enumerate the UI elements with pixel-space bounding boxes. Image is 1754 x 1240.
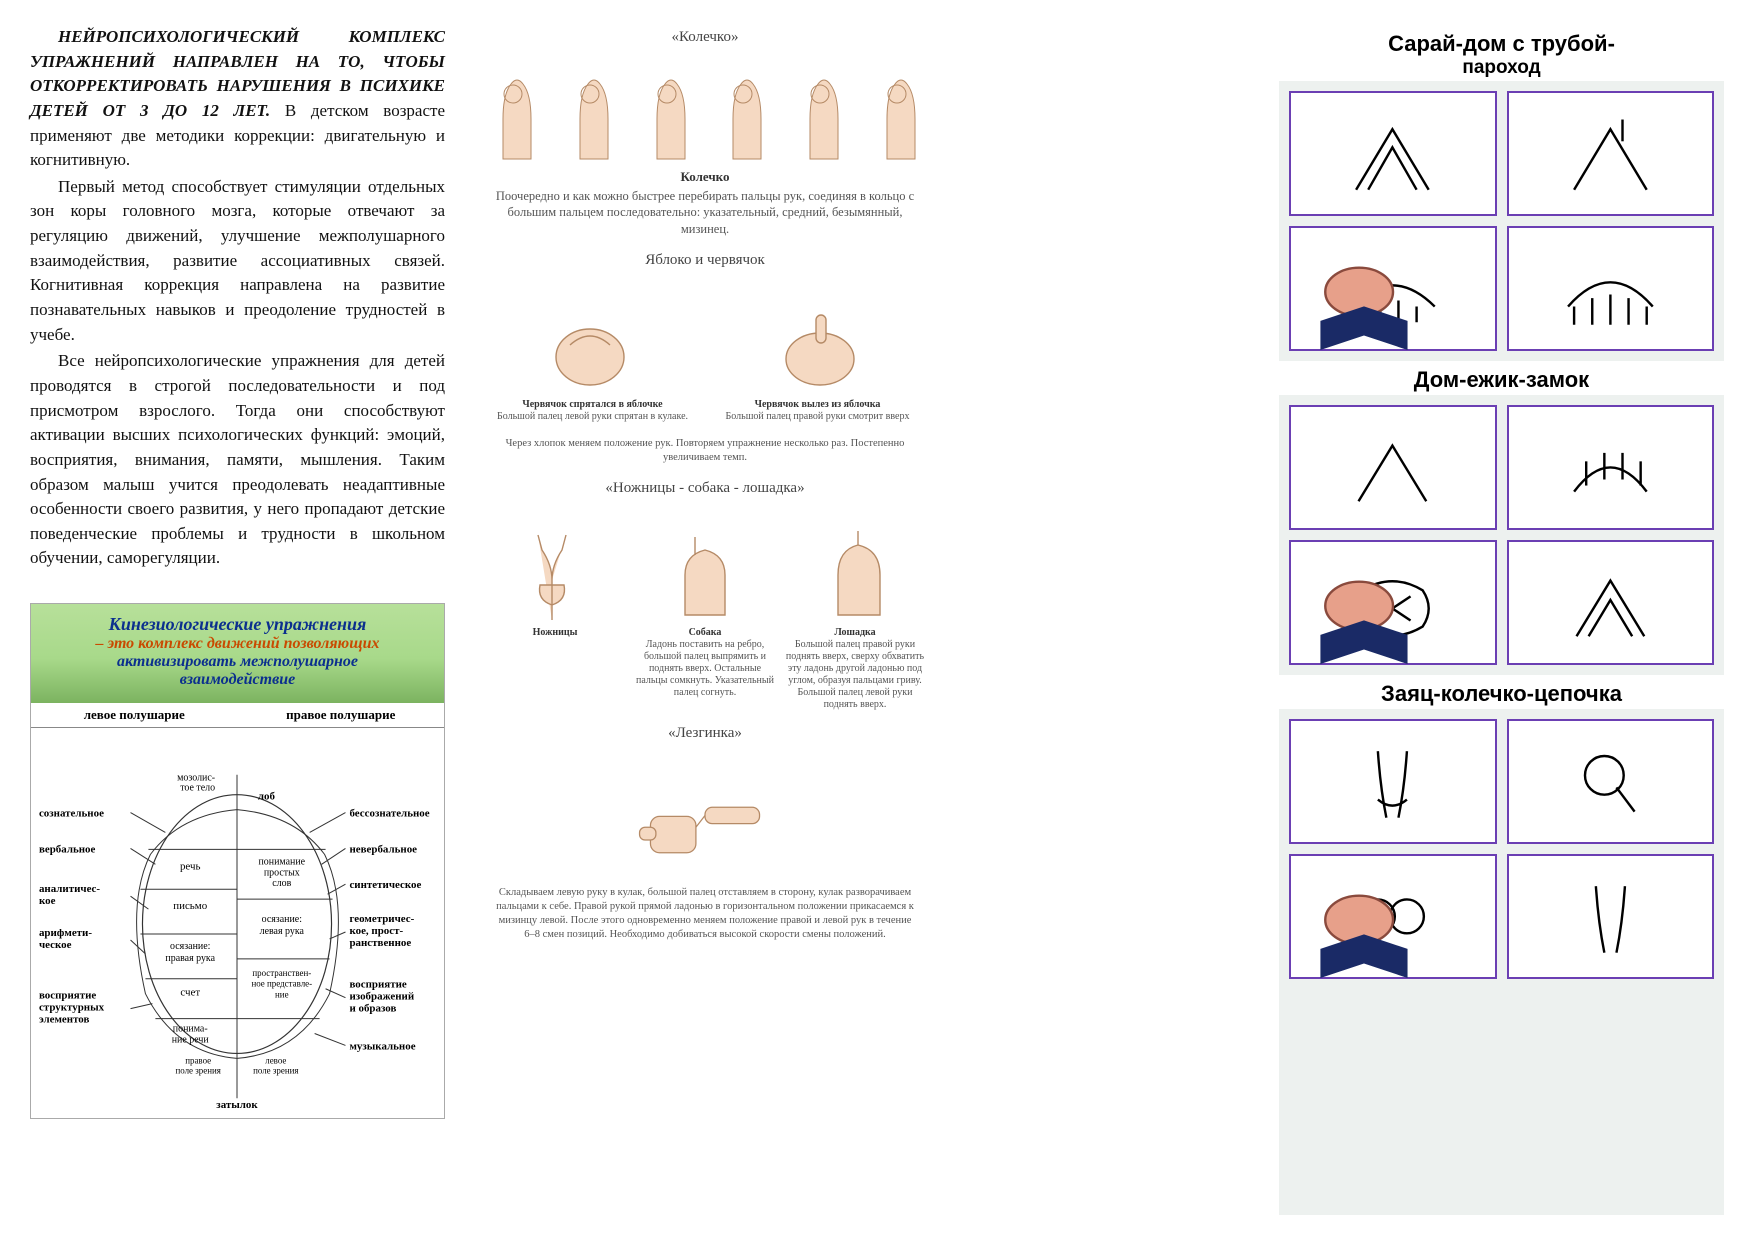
- svg-text:речь: речь: [180, 860, 201, 872]
- svg-text:понимание: понимание: [258, 856, 305, 867]
- left-column: НЕЙРОПСИХОЛОГИЧЕСКИЙ КОМПЛЕКС УПРАЖНЕНИЙ…: [30, 25, 445, 1215]
- panel-dom-grid: [1279, 395, 1724, 669]
- tile: [1289, 91, 1497, 216]
- svg-text:ное представле-: ное представле-: [251, 979, 312, 989]
- panel-saray-grid: [1279, 81, 1724, 355]
- tile: [1289, 854, 1497, 979]
- svg-text:изображений: изображений: [349, 991, 414, 1003]
- apple-captions: Червячок спрятался в яблочкеБольшой пале…: [483, 399, 927, 423]
- panel-saray-title: Сарай-дом с трубой- пароход: [1279, 25, 1724, 81]
- svg-text:затылок: затылок: [216, 1099, 258, 1111]
- svg-text:кое, прост-: кое, прост-: [349, 925, 403, 937]
- hdr-left: левое полушарие: [31, 703, 238, 727]
- svg-text:кое: кое: [39, 895, 56, 907]
- svg-text:синтетическое: синтетическое: [349, 879, 421, 891]
- svg-text:пространствен-: пространствен-: [252, 968, 311, 978]
- svg-text:письмо: письмо: [173, 900, 207, 912]
- hdr-right: правое полушарие: [238, 703, 445, 727]
- svg-text:музыкальное: музыкальное: [349, 1041, 415, 1053]
- svg-text:элементов: элементов: [39, 1014, 90, 1026]
- svg-text:аналитичес-: аналитичес-: [39, 883, 100, 895]
- svg-text:сознательное: сознательное: [39, 808, 104, 820]
- ring-hands: [475, 54, 935, 164]
- tile: [1507, 854, 1715, 979]
- svg-text:поле зрения: поле зрения: [253, 1065, 298, 1075]
- svg-text:арифмети-: арифмети-: [39, 927, 92, 939]
- intro-text: НЕЙРОПСИХОЛОГИЧЕСКИЙ КОМПЛЕКС УПРАЖНЕНИЙ…: [30, 25, 445, 573]
- middle-column: «Колечко» Колечко Поочередно и как можно…: [475, 25, 935, 1215]
- intro-p3: Все нейропсихологические упражнения для …: [30, 349, 445, 571]
- ring-caption: Колечко Поочередно и как можно быстрее п…: [495, 168, 915, 238]
- apple-hands: [475, 277, 935, 397]
- tile: [1507, 91, 1715, 216]
- panel-zayac-title: Заяц-колечко-цепочка: [1279, 675, 1724, 709]
- ex-apple-title: Яблоко и червячок: [475, 252, 935, 269]
- svg-text:ние речи: ние речи: [172, 1035, 210, 1046]
- svg-text:левая рука: левая рука: [260, 926, 305, 937]
- svg-text:структурных: структурных: [39, 1002, 105, 1014]
- svg-text:счет: счет: [180, 987, 200, 999]
- intro-p2: Первый метод способствует стимуляции отд…: [30, 175, 445, 347]
- svg-text:и образов: и образов: [349, 1003, 396, 1015]
- tile: [1507, 226, 1715, 351]
- svg-text:ческое: ческое: [39, 939, 72, 951]
- svg-text:понима-: понима-: [173, 1024, 208, 1035]
- svg-text:бессознательное: бессознательное: [349, 808, 429, 820]
- tile: [1289, 405, 1497, 530]
- tile: [1507, 405, 1715, 530]
- tile: [1507, 719, 1715, 844]
- svg-text:поле зрения: поле зрения: [175, 1065, 220, 1075]
- lezginka-caption: Складываем левую руку в кулак, большой п…: [495, 886, 915, 943]
- panel-zayac: Заяц-колечко-цепочка: [1279, 675, 1724, 983]
- kinesiology-banner: Кинезиологические упражнения – это компл…: [31, 604, 444, 703]
- svg-text:лоб: лоб: [258, 791, 276, 803]
- hemisphere-header: левое полушарие правое полушарие: [31, 703, 444, 728]
- kinesiology-card: Кинезиологические упражнения – это компл…: [30, 603, 445, 1119]
- svg-text:осязание:: осязание:: [262, 914, 302, 925]
- svg-text:восприятие: восприятие: [349, 979, 406, 991]
- kines-line1: Кинезиологические упражнения: [39, 614, 436, 635]
- kines-line4: взаимодействие: [39, 671, 436, 689]
- svg-text:вербальное: вербальное: [39, 843, 96, 855]
- ex-lezginka-title: «Лезгинка»: [475, 725, 935, 742]
- svg-text:простых: простых: [264, 867, 300, 878]
- panel-zayac-grid: [1279, 709, 1724, 983]
- tile: [1289, 540, 1497, 665]
- svg-text:восприятие: восприятие: [39, 990, 96, 1002]
- svg-text:ние: ние: [275, 990, 289, 1000]
- scissors-hands: [475, 505, 935, 625]
- svg-text:тое тело: тое тело: [180, 783, 215, 794]
- svg-text:левое: левое: [265, 1055, 286, 1065]
- svg-text:правое: правое: [185, 1055, 211, 1065]
- svg-text:геометричес-: геометричес-: [349, 913, 414, 925]
- svg-text:ранственное: ранственное: [349, 937, 411, 949]
- ex-ring-title: «Колечко»: [475, 29, 935, 46]
- ex-scissors-title: «Ножницы - собака - лошадка»: [475, 480, 935, 497]
- svg-text:слов: слов: [272, 878, 291, 889]
- kines-line3: активизировать межполушарное: [39, 653, 436, 671]
- tile: [1507, 540, 1715, 665]
- svg-text:невербальное: невербальное: [349, 843, 417, 855]
- kines-line2: – это комплекс движений позволяющих: [39, 635, 436, 653]
- tile: [1289, 719, 1497, 844]
- panel-saray: Сарай-дом с трубой- пароход: [1279, 25, 1724, 355]
- tile: [1289, 226, 1497, 351]
- panel-dom-title: Дом-ежик-замок: [1279, 361, 1724, 395]
- panel-dom: Дом-ежик-замок: [1279, 361, 1724, 669]
- svg-text:осязание:: осязание:: [170, 941, 210, 952]
- lezginka-hands: [475, 750, 935, 880]
- scissors-captions: Ножницы СобакаЛадонь поставить на ребро,…: [483, 627, 927, 711]
- svg-text:правая рука: правая рука: [165, 953, 215, 964]
- brain-diagram: речь письмо осязание: правая рука счет п…: [31, 728, 444, 1118]
- apple-note: Через хлопок меняем положение рук. Повто…: [495, 437, 915, 465]
- right-column: Сарай-дом с трубой- пароход Дом-ежик-зам…: [1279, 25, 1724, 1215]
